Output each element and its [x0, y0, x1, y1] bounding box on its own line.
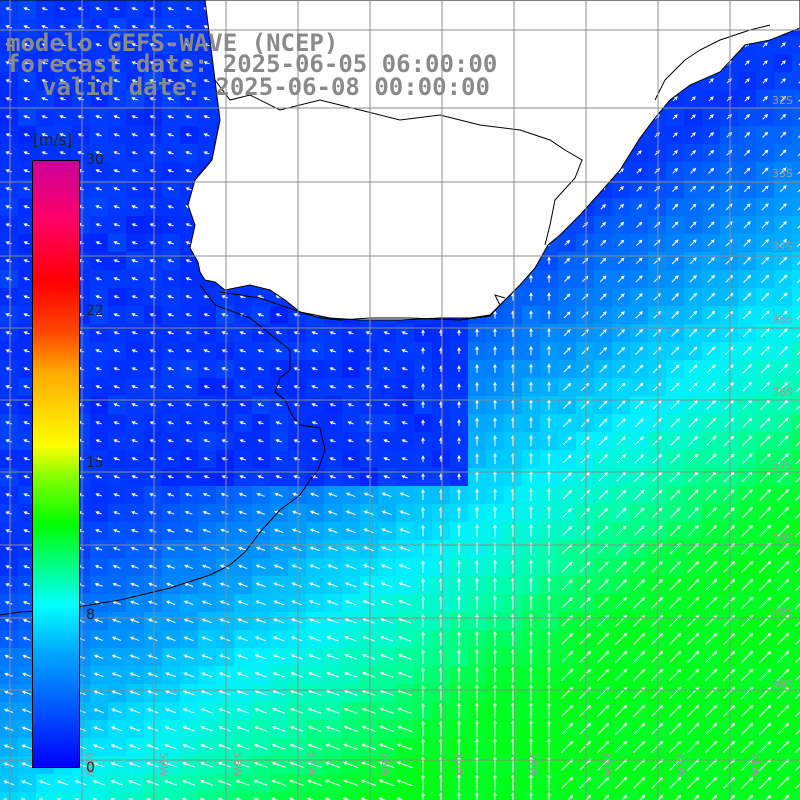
wind-cell [684, 792, 702, 800]
wind-cell [792, 324, 800, 342]
wind-cell [576, 792, 594, 800]
wind-cell [792, 612, 800, 630]
wind-cell [792, 72, 800, 90]
colorbar [32, 160, 80, 768]
wind-cell [792, 144, 800, 162]
wind-cell [792, 792, 800, 800]
wind-cell [594, 792, 612, 800]
wind-cell [630, 792, 648, 800]
wind-cell [612, 792, 630, 800]
wind-cell [792, 486, 800, 504]
wind-cell [648, 792, 666, 800]
wind-cell [0, 792, 18, 800]
longitude-label: 56W [379, 752, 392, 777]
wind-cell [792, 594, 800, 612]
latitude-label: 32S [772, 94, 793, 107]
wind-cell [738, 792, 756, 800]
wind-cell [792, 414, 800, 432]
colorbar-unit: [m/s] [33, 131, 72, 149]
wind-cell [792, 234, 800, 252]
latitude-label: 34S [772, 240, 793, 253]
wind-cell [792, 198, 800, 216]
latitude-label: 35S [772, 313, 793, 326]
title-valid-date: valid date: 2025-06-08 00:00:00 [42, 75, 490, 99]
longitude-label: 59W [157, 752, 170, 777]
latitude-label: 38S [772, 532, 793, 545]
wind-cell [666, 792, 684, 800]
wind-cell [792, 504, 800, 522]
wind-cell [792, 558, 800, 576]
wind-cell [792, 720, 800, 738]
wind-cell [792, 270, 800, 288]
latitude-label: 37S [772, 459, 793, 472]
latitude-label: 40S [772, 678, 793, 691]
wind-cell [792, 576, 800, 594]
wind-cell [792, 540, 800, 558]
wind-cell [792, 36, 800, 54]
wind-cell [792, 108, 800, 126]
wind-cell [792, 288, 800, 306]
wind-cell [558, 792, 576, 800]
colorbar-tick-8: 8 [86, 607, 95, 623]
wind-cell [720, 792, 738, 800]
latitude-label: 36S [772, 386, 793, 399]
wind-cell [792, 396, 800, 414]
colorbar-tick-15: 15 [86, 455, 104, 471]
wind-cell [792, 648, 800, 666]
wind-cell [702, 792, 720, 800]
colorbar-tick-0: 0 [86, 760, 95, 776]
wind-cell [792, 180, 800, 198]
wind-cell [774, 792, 792, 800]
latitude-label: 39S [772, 605, 793, 618]
wind-cell [792, 630, 800, 648]
wind-cell [756, 792, 774, 800]
wind-cell [792, 90, 800, 108]
wind-cell [792, 468, 800, 486]
wind-cell [792, 666, 800, 684]
colorbar-tick-30: 30 [86, 152, 104, 168]
wind-cell [36, 792, 54, 800]
wind-cell [792, 450, 800, 468]
wind-cell [792, 432, 800, 450]
wind-cell [792, 684, 800, 702]
longitude-label: 54W [527, 752, 540, 777]
wind-cell [792, 342, 800, 360]
wind-cell [792, 216, 800, 234]
wind-cell [792, 738, 800, 756]
longitude-label: 58W [231, 752, 244, 777]
wind-cell [18, 792, 36, 800]
longitude-label: 57W [305, 752, 318, 777]
longitude-label: 55W [453, 752, 466, 777]
wind-cell [792, 756, 800, 774]
wind-cell [792, 162, 800, 180]
longitude-label: 52W [675, 752, 688, 777]
wind-cell [792, 522, 800, 540]
wind-cell [792, 360, 800, 378]
wind-cell [54, 792, 72, 800]
latitude-label: 33S [772, 167, 793, 180]
wind-cell [792, 378, 800, 396]
wind-cell [792, 702, 800, 720]
wind-cell [792, 126, 800, 144]
wind-cell [792, 54, 800, 72]
wind-cell [792, 252, 800, 270]
wind-cell [792, 306, 800, 324]
wind-cell [792, 774, 800, 792]
colorbar-tick-22: 22 [86, 303, 104, 319]
longitude-label: 53W [601, 752, 614, 777]
longitude-label: 51W [749, 752, 762, 777]
